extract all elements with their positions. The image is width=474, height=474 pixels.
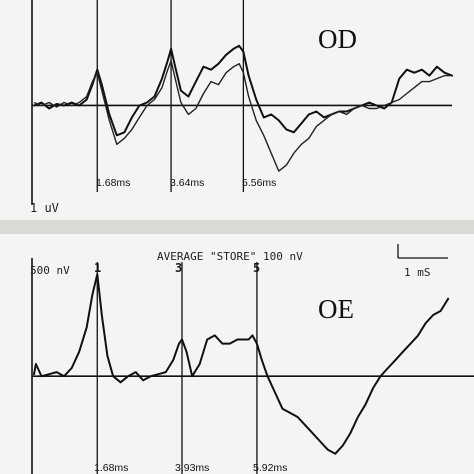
od-trace-1 — [33, 44, 453, 137]
od-latency-label-3: 5.56ms — [242, 177, 276, 189]
oe-latency-label-3: 5.92ms — [253, 462, 287, 474]
oe-panel-label: OE — [318, 294, 354, 324]
oe-trace-1 — [33, 273, 450, 455]
od-latency-label-1: 1.68ms — [96, 177, 130, 189]
od-panel-label: OD — [318, 24, 357, 54]
oe-header-text: AVERAGE "STORE" 100 nV — [157, 250, 303, 263]
oe-latency-label-2: 3.93ms — [175, 462, 209, 474]
od-panel: OD 1 uV 1.68ms 3.64ms 5.56ms — [30, 0, 453, 215]
oe-time-scale-label: 1 mS — [404, 266, 431, 279]
od-scale-label: 1 uV — [30, 201, 59, 215]
oe-scale-label: 500 nV — [30, 264, 70, 277]
od-latency-label-2: 3.64ms — [170, 177, 204, 189]
oe-panel: AVERAGE "STORE" 100 nV 500 nV 1 mS 1 3 5… — [30, 244, 474, 474]
oe-latency-label-1: 1.68ms — [94, 462, 128, 474]
od-trace-2 — [33, 60, 452, 172]
panel-divider — [0, 220, 474, 234]
oe-marker-number-3: 3 — [175, 261, 182, 275]
